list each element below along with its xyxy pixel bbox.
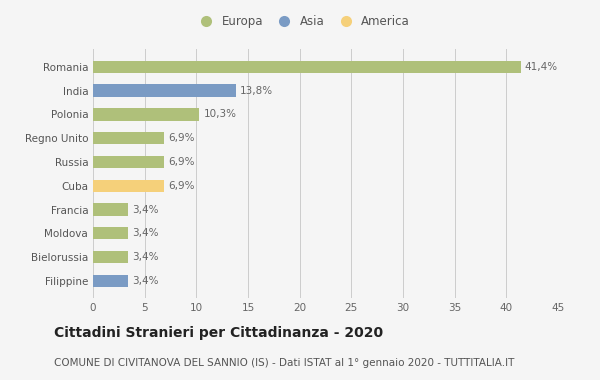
Bar bbox=[93, 132, 164, 144]
Legend: Europa, Asia, America: Europa, Asia, America bbox=[190, 11, 415, 33]
Text: 6,9%: 6,9% bbox=[169, 133, 195, 143]
Text: COMUNE DI CIVITANOVA DEL SANNIO (IS) - Dati ISTAT al 1° gennaio 2020 - TUTTITALI: COMUNE DI CIVITANOVA DEL SANNIO (IS) - D… bbox=[54, 358, 514, 368]
Text: 13,8%: 13,8% bbox=[240, 86, 273, 96]
Text: Cittadini Stranieri per Cittadinanza - 2020: Cittadini Stranieri per Cittadinanza - 2… bbox=[54, 326, 383, 340]
Bar bbox=[93, 108, 199, 120]
Bar bbox=[93, 275, 128, 287]
Text: 6,9%: 6,9% bbox=[169, 157, 195, 167]
Bar bbox=[93, 156, 164, 168]
Bar bbox=[93, 180, 164, 192]
Bar bbox=[93, 84, 236, 97]
Text: 3,4%: 3,4% bbox=[132, 252, 159, 262]
Bar bbox=[93, 203, 128, 216]
Text: 41,4%: 41,4% bbox=[525, 62, 558, 72]
Text: 6,9%: 6,9% bbox=[169, 181, 195, 191]
Text: 10,3%: 10,3% bbox=[203, 109, 236, 119]
Bar bbox=[93, 61, 521, 73]
Bar bbox=[93, 251, 128, 263]
Bar bbox=[93, 227, 128, 239]
Text: 3,4%: 3,4% bbox=[132, 228, 159, 238]
Text: 3,4%: 3,4% bbox=[132, 276, 159, 286]
Text: 3,4%: 3,4% bbox=[132, 204, 159, 214]
